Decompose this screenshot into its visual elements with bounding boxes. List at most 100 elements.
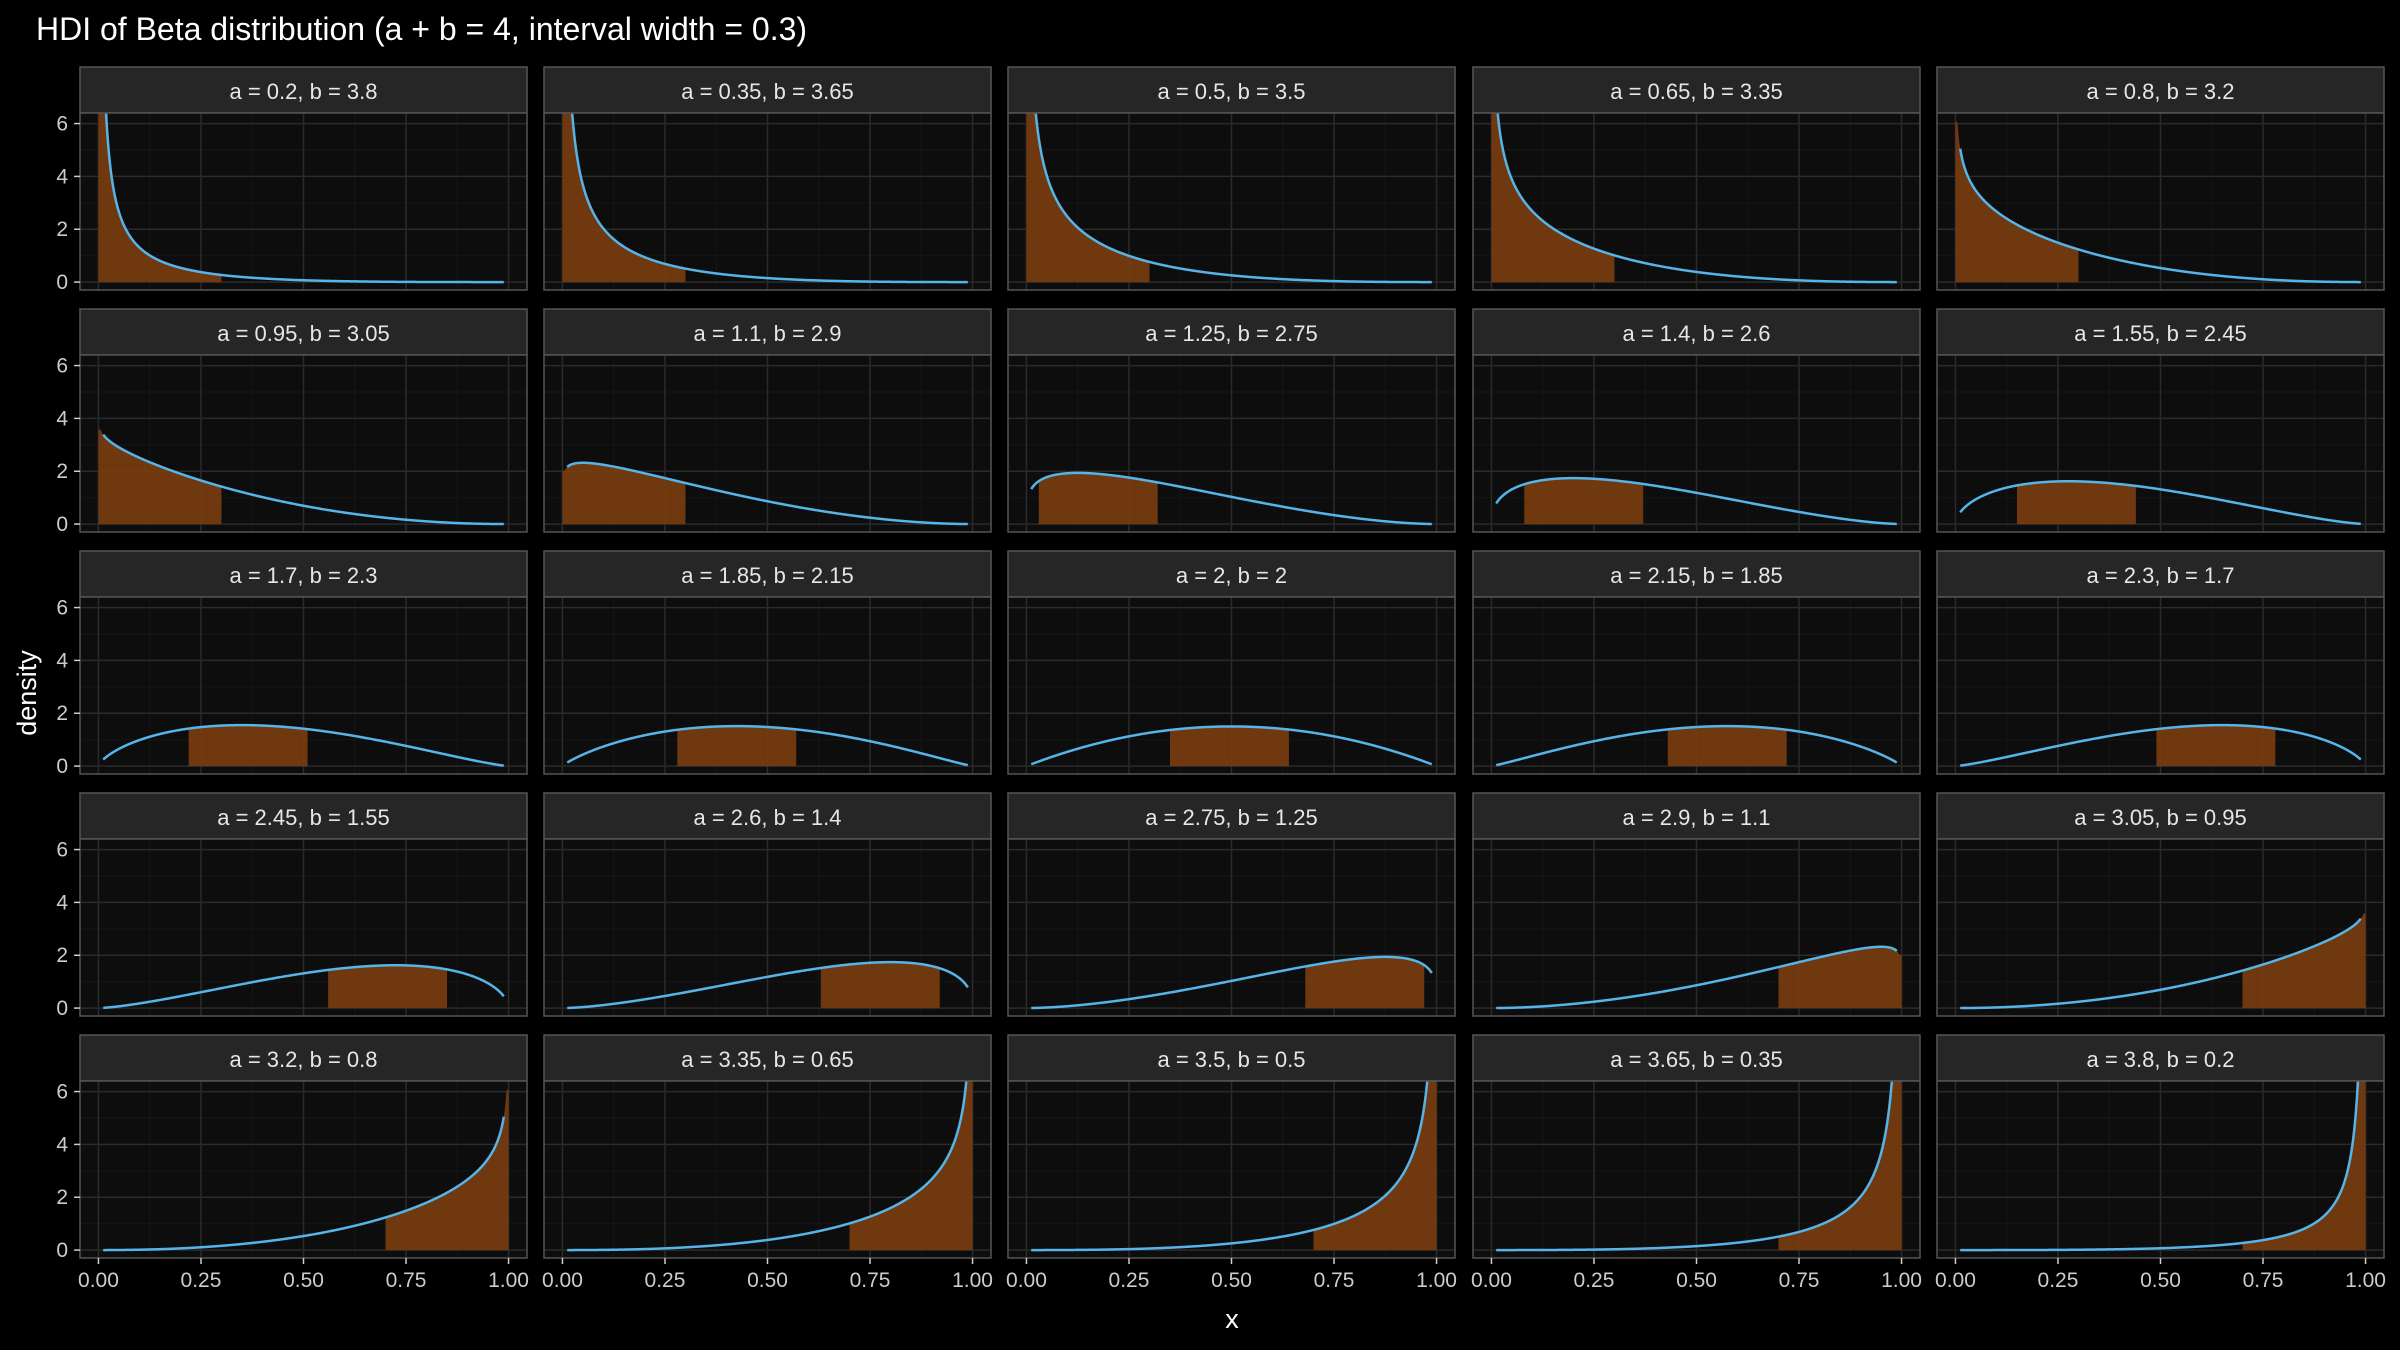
- y-tick-label: 2: [56, 702, 68, 725]
- x-tick-label: 0.25: [645, 1269, 686, 1292]
- facet-panel: a = 3.65, b = 0.35 0.00 0.25 0.50 0.75 1.00: [1471, 1034, 1922, 1292]
- density-curve: [104, 113, 504, 284]
- x-tick-label: 0.00: [542, 1269, 583, 1292]
- y-tick-label: 4: [56, 165, 68, 188]
- facet-strip-label: a = 1.55, b = 2.45: [2074, 321, 2246, 346]
- facet-strip-label: a = 0.8, b = 3.2: [2086, 79, 2234, 104]
- facet-strip-label: a = 1.7, b = 2.3: [229, 563, 377, 588]
- facet-strip-label: a = 3.35, b = 0.65: [681, 1047, 853, 1072]
- facet-panel: a = 0.8, b = 3.2: [1936, 66, 2385, 291]
- facet-strip-label: a = 2.3, b = 1.7: [2086, 563, 2234, 588]
- y-tick-label: 4: [56, 649, 68, 672]
- hdi-area: [2242, 1081, 2366, 1251]
- panel-border: [1007, 838, 1456, 1017]
- y-tick-label: 6: [56, 1081, 68, 1104]
- facet-strip: [79, 550, 528, 598]
- density-curve: [1496, 1081, 1894, 1252]
- hdi-area: [1169, 726, 1289, 767]
- facet-strip-label: a = 1.4, b = 2.6: [1622, 321, 1770, 346]
- x-tick-label: 0.50: [2140, 1269, 2181, 1292]
- facet-panel: a = 0.35, b = 3.65: [543, 66, 992, 291]
- facet-strip: [1007, 550, 1456, 598]
- facet-strip-label: a = 3.05, b = 0.95: [2074, 805, 2246, 830]
- panel-border: [1936, 596, 2385, 775]
- facet-strip-label: a = 2.6, b = 1.4: [693, 805, 841, 830]
- hdi-area: [1955, 121, 2079, 283]
- hdi-area: [677, 726, 797, 767]
- y-axis-label: density: [12, 650, 42, 736]
- facet-panel: a = 2.3, b = 1.7: [1936, 550, 2385, 775]
- facet-strip-label: a = 0.65, b = 3.35: [1610, 79, 1782, 104]
- hdi-area: [328, 965, 448, 1009]
- facet-strip-label: a = 1.25, b = 2.75: [1145, 321, 1317, 346]
- panel-border: [543, 354, 992, 533]
- density-curve: [1960, 917, 2362, 1010]
- density-curve: [1495, 724, 1898, 767]
- facet-strip-label: a = 2.9, b = 1.1: [1622, 805, 1770, 830]
- facet-strip-label: a = 3.5, b = 0.5: [1157, 1047, 1305, 1072]
- facet-panel: a = 0.95, b = 3.05 0 2 4 6: [56, 308, 528, 536]
- panel-border: [543, 596, 992, 775]
- x-tick-label: 1.00: [1881, 1269, 1922, 1292]
- density-curve: [566, 724, 969, 767]
- y-tick-label: 2: [56, 218, 68, 241]
- x-tick-label: 1.00: [952, 1269, 993, 1292]
- facet-strip-label: a = 3.65, b = 0.35: [1610, 1047, 1782, 1072]
- panel-border: [543, 112, 992, 291]
- x-axis-label: x: [1225, 1304, 1239, 1334]
- x-tick-label: 1.00: [488, 1269, 529, 1292]
- facet-panel: a = 3.8, b = 0.2 0.00 0.25 0.50 0.75 1.00: [1935, 1034, 2386, 1292]
- facet-strip-label: a = 2.15, b = 1.85: [1610, 563, 1782, 588]
- density-curve: [102, 723, 504, 767]
- facet-strip: [79, 792, 528, 840]
- facet-strip: [1472, 792, 1921, 840]
- facet-strip-label: a = 0.2, b = 3.8: [229, 79, 377, 104]
- density-curve: [1496, 945, 1898, 1010]
- facet-strip: [543, 66, 992, 114]
- x-tick-label: 0.25: [2038, 1269, 2079, 1292]
- density-curve: [1030, 725, 1433, 766]
- y-tick-label: 0: [56, 271, 68, 294]
- facet-strip-label: a = 2.45, b = 1.55: [217, 805, 389, 830]
- x-tick-label: 0.75: [850, 1269, 891, 1292]
- hdi-area: [820, 962, 940, 1009]
- y-tick-label: 0: [56, 513, 68, 536]
- facet-strip: [1936, 550, 2385, 598]
- panel-border: [1936, 112, 2385, 291]
- facet-strip: [1936, 308, 2385, 356]
- facet-strip: [79, 66, 528, 114]
- y-tick-label: 4: [56, 1133, 68, 1156]
- hdi-area: [849, 1081, 973, 1251]
- density-curve: [102, 433, 504, 526]
- hdi-area: [1038, 472, 1158, 525]
- panel-border: [1472, 596, 1921, 775]
- x-tick-label: 0.50: [283, 1269, 324, 1292]
- facet-strip: [1472, 66, 1921, 114]
- x-tick-label: 0.00: [1006, 1269, 1047, 1292]
- x-tick-label: 1.00: [1416, 1269, 1457, 1292]
- y-tick-label: 2: [56, 460, 68, 483]
- panel-border: [1007, 112, 1456, 291]
- y-tick-label: 0: [56, 1239, 68, 1262]
- facet-strip: [1936, 1034, 2385, 1082]
- x-tick-label: 0.00: [78, 1269, 119, 1292]
- facet-strip: [1007, 308, 1456, 356]
- facet-strip: [543, 792, 992, 840]
- panel-border: [79, 838, 528, 1017]
- x-tick-label: 0.50: [1211, 1269, 1252, 1292]
- facet-panels: a = 0.2, b = 3.8 0 2 4 6 a = 0.35, b = 3.65 a …: [56, 66, 2386, 1292]
- y-tick-label: 6: [56, 839, 68, 862]
- y-tick-label: 2: [56, 1186, 68, 1209]
- facet-strip-label: a = 1.85, b = 2.15: [681, 563, 853, 588]
- density-curve: [1959, 480, 2361, 526]
- hdi-area: [1778, 1081, 1902, 1251]
- facet-strip-label: a = 2.75, b = 1.25: [1145, 805, 1317, 830]
- y-tick-label: 4: [56, 407, 68, 430]
- x-tick-label: 0.75: [1314, 1269, 1355, 1292]
- facet-panel: a = 3.35, b = 0.65 0.00 0.25 0.50 0.75 1.00: [542, 1034, 993, 1292]
- facet-strip-label: a = 1.1, b = 2.9: [693, 321, 841, 346]
- hdi-area: [1778, 946, 1902, 1009]
- facet-panel: a = 1.55, b = 2.45: [1936, 308, 2385, 533]
- density-curve: [1958, 148, 2361, 284]
